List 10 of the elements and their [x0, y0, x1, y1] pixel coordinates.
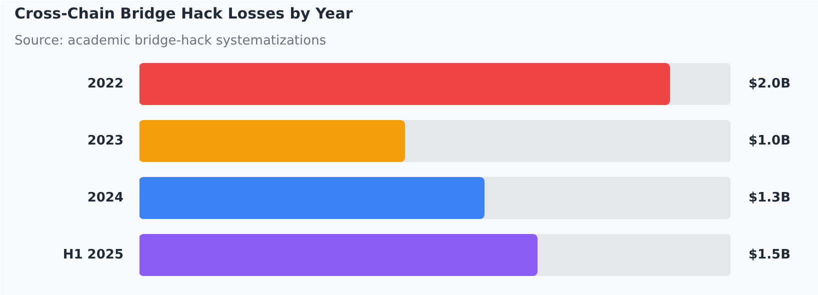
data-label: $1.0B — [748, 134, 790, 148]
data-label: $1.5B — [748, 248, 790, 262]
data-label: $1.3B — [748, 190, 790, 206]
data-label: $2.0B — [748, 76, 790, 92]
y-tick-label: 2022 — [87, 76, 124, 92]
y-tick-label: 2023 — [87, 134, 124, 148]
y-tick-label: H1 2025 — [62, 248, 124, 262]
chart-title: Cross-Chain Bridge Hack Losses by Year — [14, 4, 354, 22]
chart-subtitle: Source: academic bridge-hack systematizations — [14, 34, 326, 48]
y-tick-label: 2024 — [87, 190, 124, 206]
